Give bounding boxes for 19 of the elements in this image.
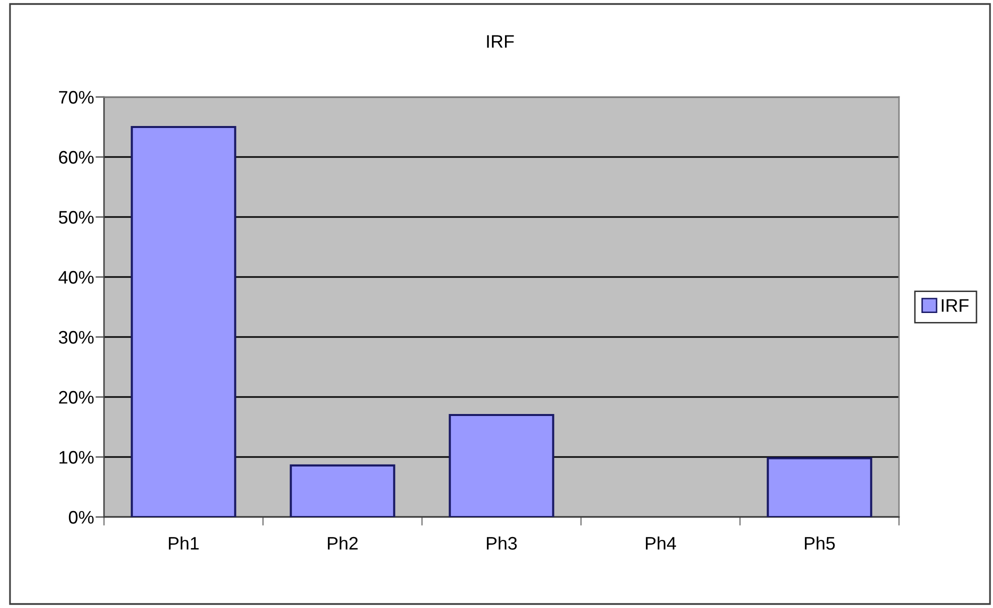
bar — [766, 457, 872, 517]
x-tick-label: Ph2 — [328, 536, 358, 550]
bar — [290, 464, 396, 517]
y-tick-label: 30% — [58, 330, 94, 344]
y-tick-label: 40% — [58, 270, 94, 284]
x-tick-label: Ph1 — [168, 536, 199, 550]
legend-label: IRF — [942, 299, 969, 312]
y-tick-label: 10% — [60, 450, 94, 464]
y-tick-label: 60% — [59, 150, 94, 164]
x-tick-label: Ph5 — [804, 536, 835, 550]
bar — [448, 414, 554, 517]
y-tick-label: 20% — [59, 390, 94, 404]
chart-title: IRF — [487, 35, 514, 48]
y-tick-label: 0% — [68, 510, 94, 524]
y-tick-label: 70% — [59, 90, 94, 104]
x-tick-label: Ph4 — [646, 536, 676, 550]
x-tick-label: Ph3 — [486, 536, 517, 550]
bar — [130, 126, 236, 517]
y-tick-label: 50% — [58, 210, 94, 224]
